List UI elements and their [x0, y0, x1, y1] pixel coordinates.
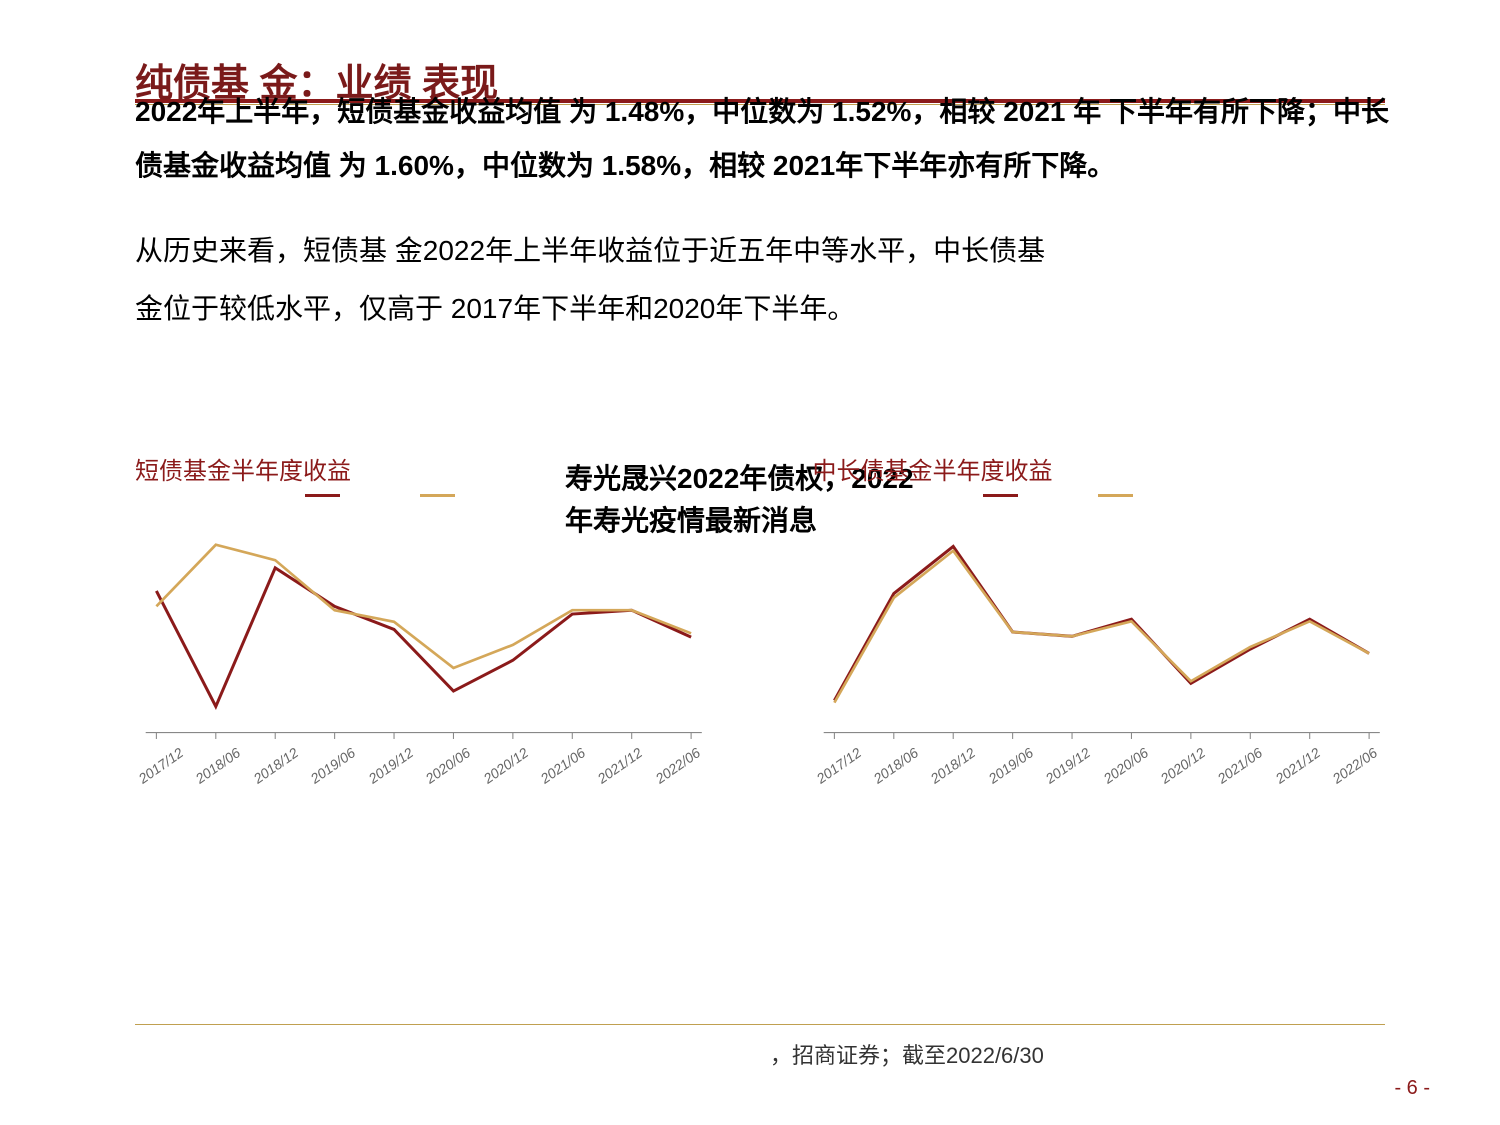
body-paragraph-2-line1: 从历史来看，短债基 金2022年上半年收益位于近五年中等水平，中长债基 [135, 224, 1390, 277]
chart-right-legend [813, 494, 1391, 497]
source-text: ，招商证券；截至2022/6/30 [770, 1038, 1044, 1070]
legend-series1-icon [983, 494, 1018, 497]
chart-left: 短债基金半年度收益 2017/122018/062018/122019/0620… [135, 455, 713, 788]
chart-right-title: 中长债基金半年度收益 [813, 455, 1093, 489]
body-paragraph-1: 2022年上半年，短债基金收益均值 为 1.48%，中位数为 1.52%，相较 … [135, 85, 1390, 191]
body-paragraph-2-line2: 金位于较低水平，仅高于 2017年下半年和2020年下半年。 [135, 282, 1390, 335]
chart-left-svg [135, 507, 713, 787]
legend-series2-icon [420, 494, 455, 497]
body-paragraph-1-text: 2022年上半年，短债基金收益均值 为 1.48%，中位数为 1.52%，相较 … [135, 96, 1389, 180]
chart-left-title: 短债基金半年度收益 [135, 455, 385, 489]
chart-right: 中长债基金半年度收益 2017/122018/062018/122019/062… [813, 455, 1391, 788]
legend-series1-icon [305, 494, 340, 497]
page-number: - 6 - [1394, 1077, 1430, 1100]
bottom-divider [135, 1024, 1385, 1025]
legend-series2-icon [1098, 494, 1133, 497]
chart-left-legend [135, 494, 713, 497]
chart-right-svg [813, 507, 1391, 787]
